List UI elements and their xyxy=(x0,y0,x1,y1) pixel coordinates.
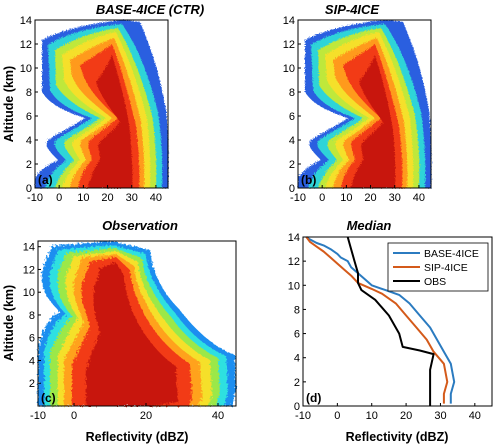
y-tick: 4 xyxy=(289,135,295,147)
legend-label: OBS xyxy=(424,276,446,288)
y-tick: 14 xyxy=(23,242,35,254)
x-tick: 20 xyxy=(364,192,376,204)
panel-d-label: (d) xyxy=(306,391,321,405)
panel-c-frame xyxy=(37,240,237,407)
y-tick: 2 xyxy=(26,159,32,171)
panel-c-label: (c) xyxy=(41,391,56,405)
x-tick: 40 xyxy=(212,410,224,422)
panel-b-heatmap xyxy=(298,20,432,188)
panel-c-x-ticks: -10 0 20 40 xyxy=(30,403,224,422)
legend-label: BASE-4ICE xyxy=(424,248,479,260)
y-tick: 10 xyxy=(23,287,35,299)
x-tick: 0 xyxy=(71,410,77,422)
panel-a-frame xyxy=(34,19,169,189)
x-tick: 0 xyxy=(334,410,340,422)
y-tick: 12 xyxy=(20,39,32,51)
panel-d-title: Median xyxy=(347,218,392,233)
panel-b-label: (b) xyxy=(301,173,316,187)
x-tick: -10 xyxy=(295,410,311,422)
panel-d-y-ticks: 0 2 4 6 8 10 12 14 xyxy=(288,232,306,413)
series-line-base-4ice xyxy=(305,236,456,404)
panel-d-legend: BASE-4ICE SIP-4ICE OBS xyxy=(387,242,489,292)
panel-b-x-ticks: -10 0 10 20 30 40 xyxy=(290,185,425,204)
legend-label: SIP-4ICE xyxy=(424,262,468,274)
x-tick: 40 xyxy=(469,410,481,422)
panel-b-y-ticks: 0 2 4 6 8 10 12 14 xyxy=(283,15,301,195)
y-tick: 14 xyxy=(283,15,295,27)
y-tick: 10 xyxy=(288,280,300,292)
panel-c-ylabel: Altitude (km) xyxy=(2,285,16,361)
panel-d-frame xyxy=(302,236,493,407)
panel-a-heatmap xyxy=(35,20,169,188)
y-tick: 14 xyxy=(288,232,300,244)
panel-a-title: BASE-4ICE (CTR) xyxy=(96,2,204,17)
panel-b-title: SIP-4ICE xyxy=(325,2,380,17)
panel-d-xlabel: Reflectivity (dBZ) xyxy=(346,430,449,444)
panel-d-x-ticks: -10 0 10 20 30 40 xyxy=(295,403,481,422)
y-tick: 12 xyxy=(288,256,300,268)
panel-a-ylabel: Altitude (km) xyxy=(2,66,16,142)
x-tick: 30 xyxy=(434,410,446,422)
panel-a-y-ticks: 0 2 4 6 8 10 12 14 xyxy=(20,15,38,195)
panel-c-title: Observation xyxy=(102,218,178,233)
x-tick: 20 xyxy=(140,410,152,422)
x-tick: -10 xyxy=(30,410,46,422)
x-tick: 0 xyxy=(56,192,62,204)
panel-a-x-ticks: -10 0 10 20 30 40 xyxy=(27,185,162,204)
y-tick: 8 xyxy=(294,304,300,316)
y-tick: 0 xyxy=(289,183,295,195)
panel-d: Median -10 0 10 20 30 40 0 2 4 6 8 10 12… xyxy=(288,218,493,444)
x-tick: 10 xyxy=(77,192,89,204)
y-tick: 6 xyxy=(289,111,295,123)
x-tick: 40 xyxy=(413,192,425,204)
x-tick: 40 xyxy=(150,192,162,204)
panel-b: SIP-4ICE -10 0 10 20 30 40 0 2 4 6 8 10 … xyxy=(283,2,432,204)
panel-c-xlabel: Reflectivity (dBZ) xyxy=(86,430,189,444)
panel-a: BASE-4ICE (CTR) -10 0 10 20 30 40 0 2 4 … xyxy=(2,2,204,204)
x-tick: 20 xyxy=(101,192,113,204)
x-tick: -10 xyxy=(27,192,43,204)
y-tick: 10 xyxy=(20,63,32,75)
y-tick: 10 xyxy=(283,63,295,75)
y-tick: 12 xyxy=(23,264,35,276)
x-tick: -10 xyxy=(290,192,306,204)
panel-d-plot xyxy=(305,236,456,406)
y-tick: 6 xyxy=(26,111,32,123)
y-tick: 12 xyxy=(283,39,295,51)
y-tick: 2 xyxy=(29,378,35,390)
series-line-obs xyxy=(346,236,435,406)
y-tick: 8 xyxy=(289,87,295,99)
x-tick: 10 xyxy=(340,192,352,204)
y-tick: 6 xyxy=(294,329,300,341)
panel-c-y-ticks: 2 4 6 8 10 12 14 xyxy=(23,242,41,390)
y-tick: 2 xyxy=(289,159,295,171)
y-tick: 4 xyxy=(294,353,300,365)
x-tick: 0 xyxy=(319,192,325,204)
y-tick: 0 xyxy=(294,401,300,413)
series-line-sip-4ice xyxy=(305,236,449,404)
y-tick: 2 xyxy=(294,377,300,389)
y-tick: 6 xyxy=(29,333,35,345)
x-tick: 20 xyxy=(400,410,412,422)
x-tick: 30 xyxy=(389,192,401,204)
panel-a-label: (a) xyxy=(38,173,53,187)
y-tick: 8 xyxy=(26,87,32,99)
x-tick: 30 xyxy=(126,192,138,204)
panel-c: Observation -10 0 20 40 2 4 6 8 10 12 14… xyxy=(2,218,237,444)
y-tick: 8 xyxy=(29,310,35,322)
y-tick: 14 xyxy=(20,15,32,27)
panel-c-heatmap xyxy=(38,241,236,406)
x-tick: 10 xyxy=(366,410,378,422)
y-tick: 4 xyxy=(29,355,35,367)
y-tick: 4 xyxy=(26,135,32,147)
y-tick: 0 xyxy=(26,183,32,195)
panel-b-frame xyxy=(297,19,432,189)
